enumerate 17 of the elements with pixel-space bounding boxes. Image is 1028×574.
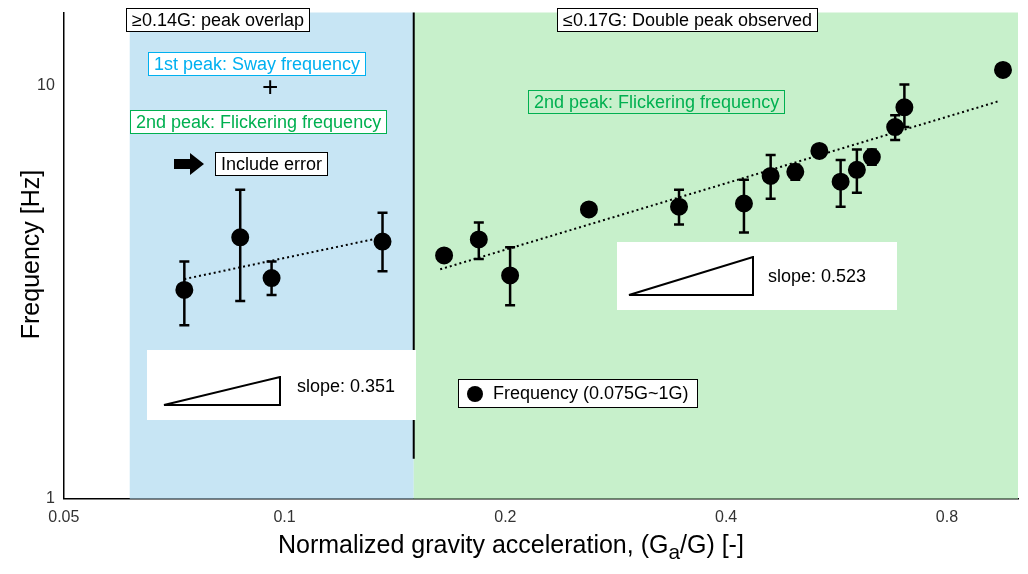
- x-tick-label: 0.1: [273, 507, 296, 525]
- x-tick-label: 0.4: [715, 507, 738, 525]
- annotation: 2nd peak: Flickering frequency: [528, 90, 786, 114]
- annotation: ≥0.14G: peak overlap: [126, 8, 310, 32]
- y-tick-label: 1: [45, 489, 55, 507]
- annotation: slope: 0.351: [297, 375, 396, 397]
- y-tick-label: 10: [37, 75, 55, 93]
- legend-label: Frequency (0.075G~1G): [493, 383, 689, 404]
- x-tick-label: 0.8: [935, 507, 959, 525]
- annotation: slope: 0.523: [768, 265, 867, 287]
- annotation: 2nd peak: Flickering frequency: [130, 110, 388, 134]
- annotation: Include error: [215, 152, 329, 176]
- annotation: ≤0.17G: Double peak observed: [557, 8, 819, 32]
- x-tick-label: 0.05: [48, 507, 80, 525]
- y-axis-title: Frequency [Hz]: [15, 168, 45, 342]
- x-axis-title: Normalized gravity acceleration, (G$_{a}$/G) [-]: [278, 530, 744, 564]
- x-tick-label: 0.2: [494, 507, 517, 525]
